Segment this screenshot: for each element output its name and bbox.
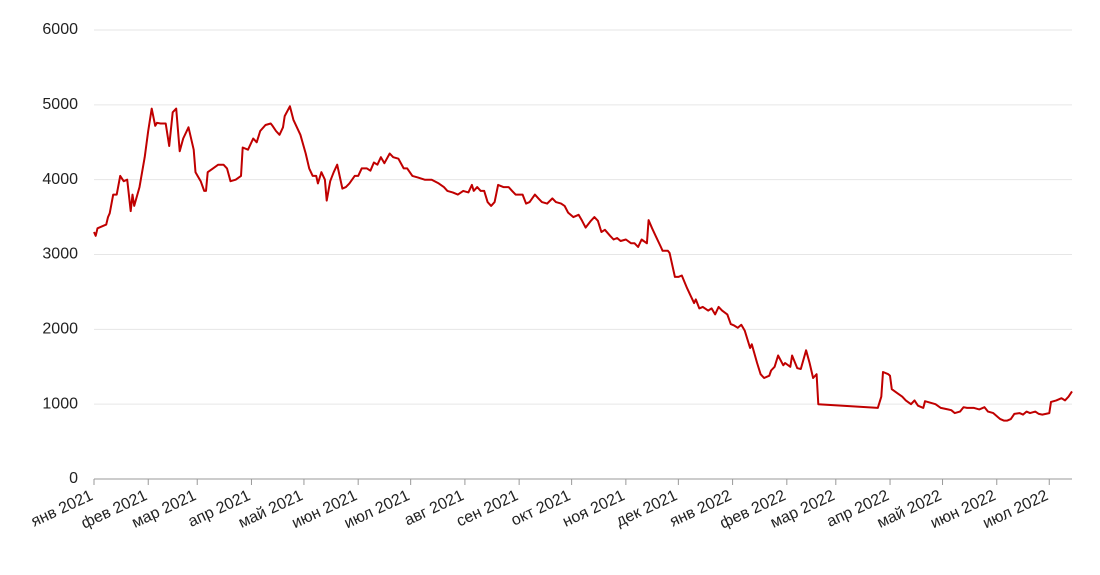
y-tick-label: 1000: [42, 395, 78, 412]
x-tick-label: сен 2021: [454, 487, 521, 530]
y-tick-label: 5000: [42, 96, 78, 113]
y-tick-label: 3000: [42, 246, 78, 263]
y-tick-label: 0: [69, 470, 78, 487]
x-tick-label: дек 2021: [614, 487, 680, 530]
y-tick-label: 4000: [42, 171, 78, 188]
data-line: [93, 105, 1073, 422]
y-tick-label: 2000: [42, 321, 78, 338]
y-tick-label: 6000: [42, 21, 78, 38]
